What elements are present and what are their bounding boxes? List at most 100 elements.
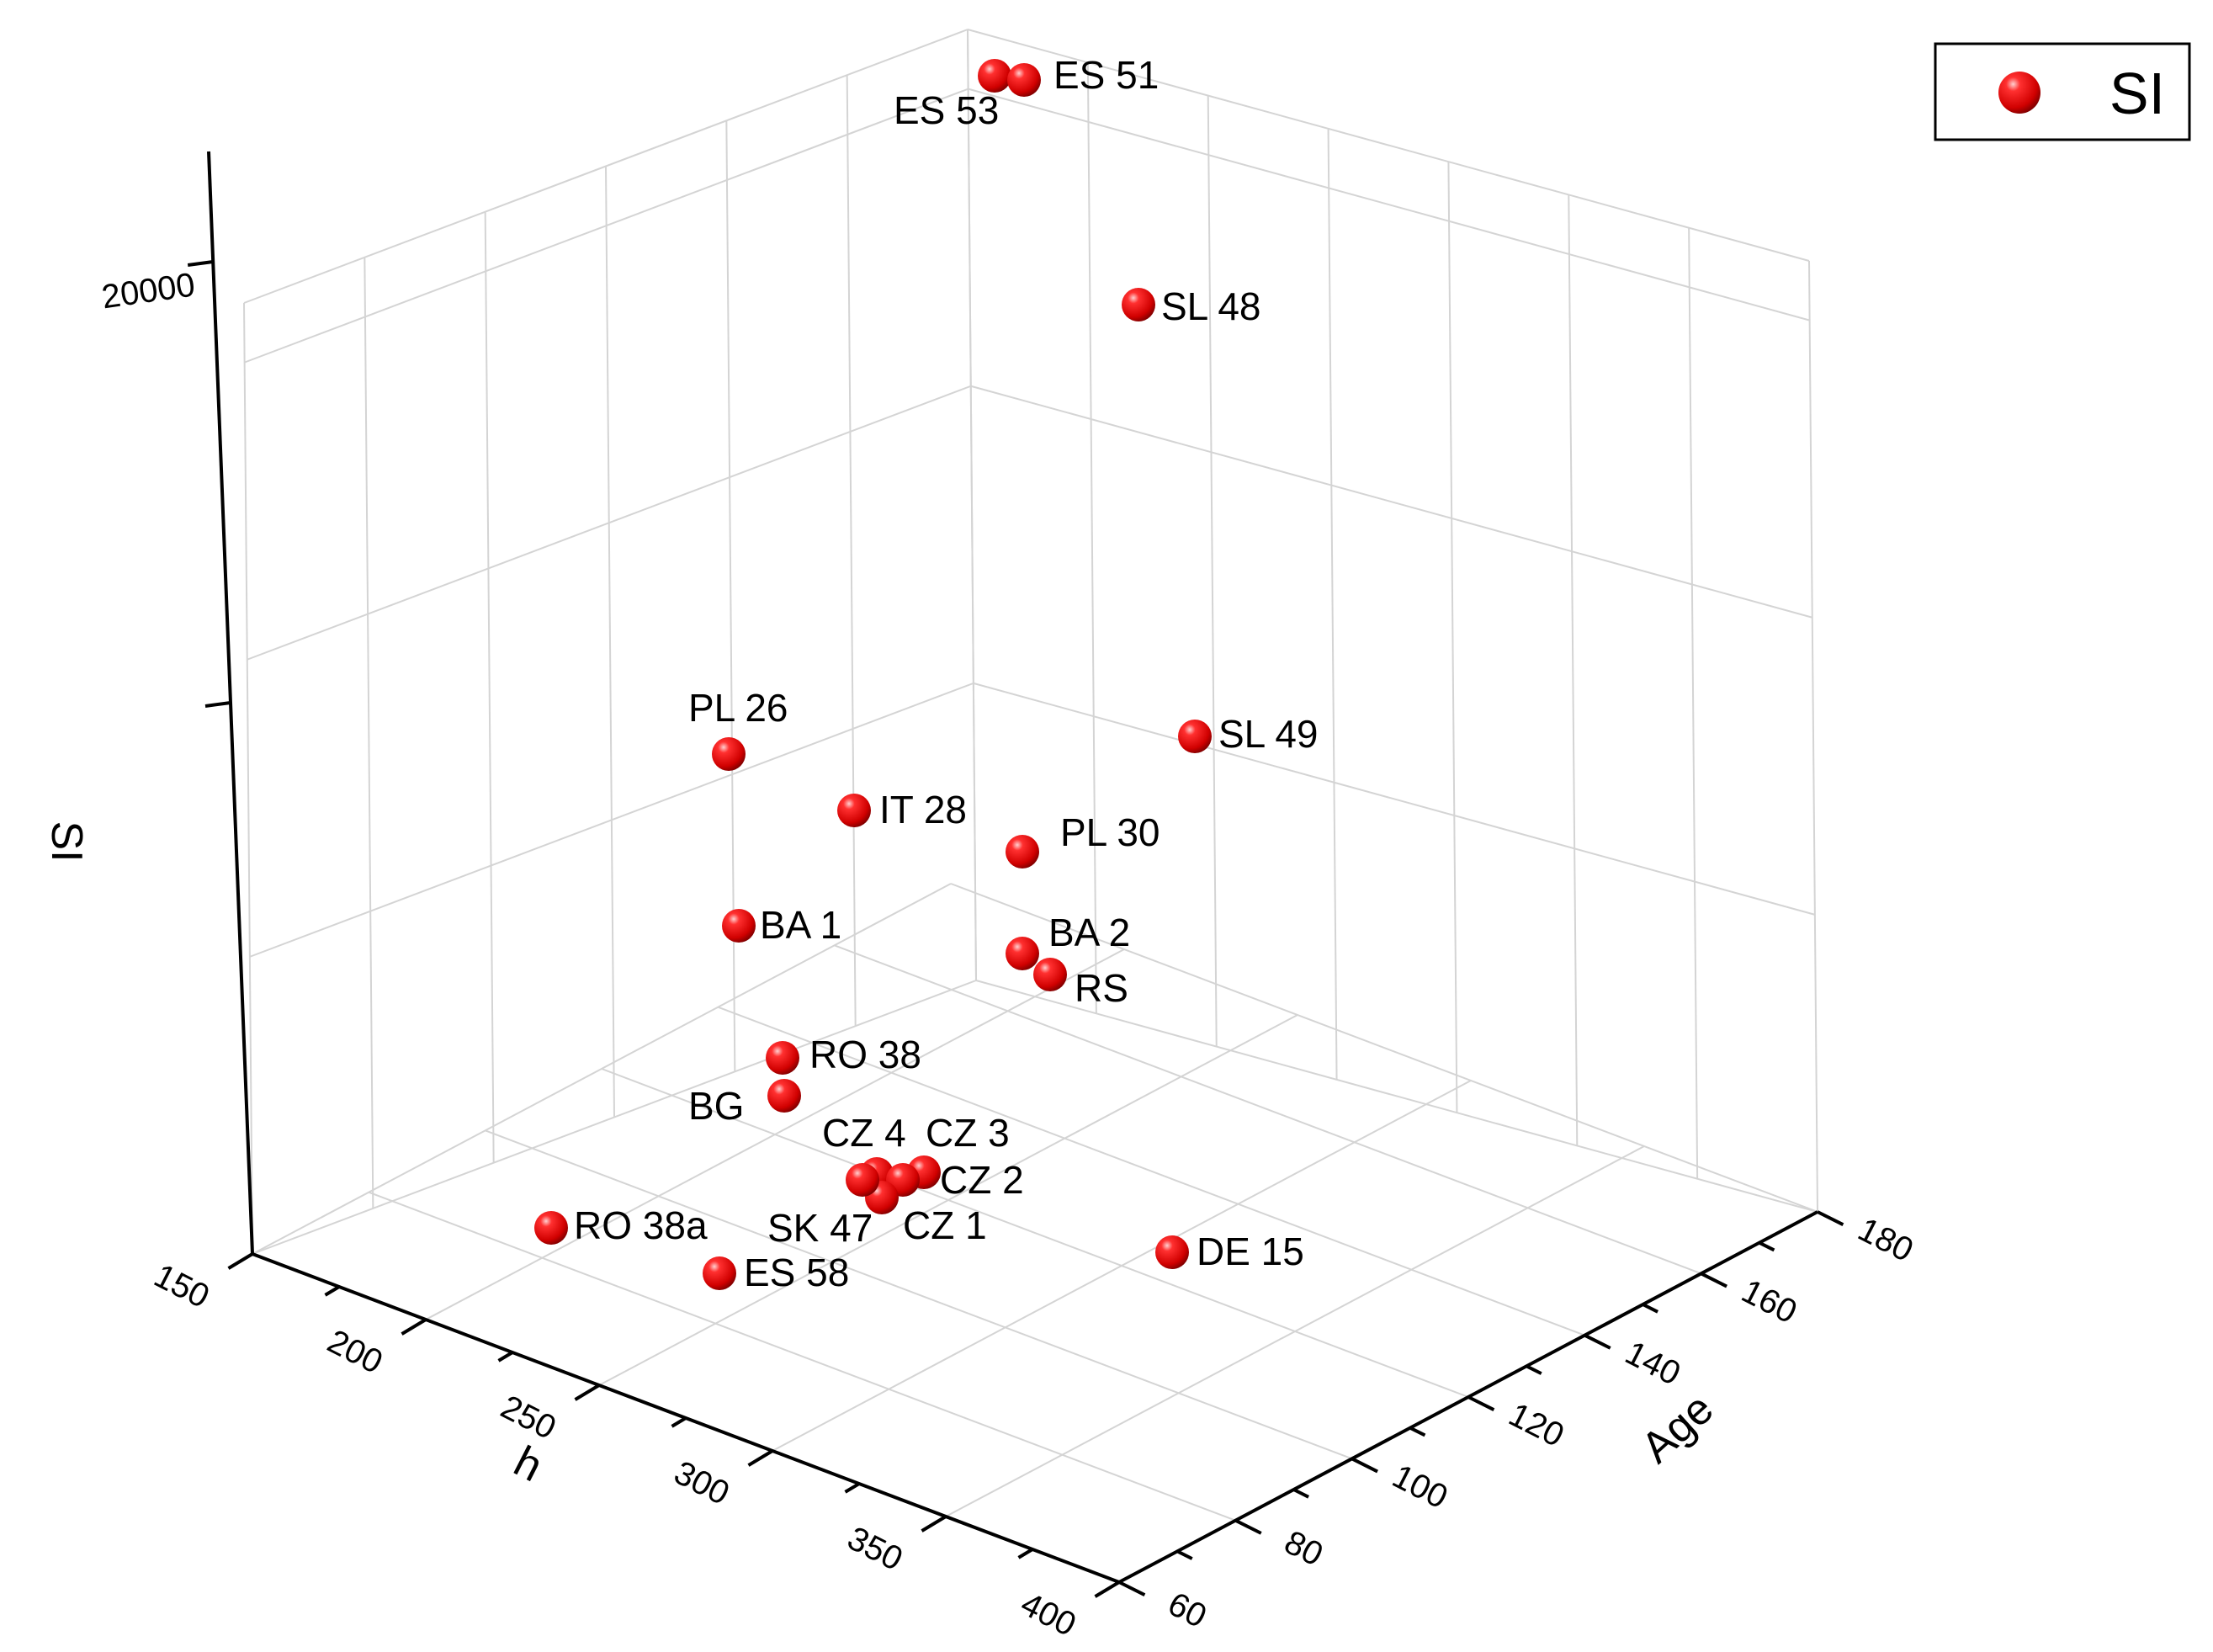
grid-line (243, 29, 969, 304)
grid-line (1568, 194, 1579, 1146)
x-tick (844, 1482, 861, 1494)
point-label: PL 30 (1060, 810, 1160, 854)
y-tick-label: 140 (1620, 1334, 1686, 1393)
data-point (767, 1079, 801, 1113)
point-label: PL 26 (688, 686, 788, 730)
legend-label: SI (2110, 61, 2165, 126)
grid-line (249, 682, 974, 958)
x-tick (1017, 1548, 1034, 1559)
grid-line (846, 75, 857, 1027)
point-label: BG (688, 1084, 744, 1128)
point-label: CZ 4 (822, 1111, 906, 1155)
y-tick (1584, 1333, 1611, 1350)
axes (207, 151, 1818, 1584)
x-axis-title: h (507, 1437, 550, 1491)
y-tick-label: 180 (1852, 1211, 1918, 1270)
point-label: SL 48 (1161, 284, 1261, 328)
legend-marker (1998, 72, 2041, 114)
y-axis-title: Age (1632, 1384, 1723, 1473)
grid-lines (243, 29, 1818, 1583)
data-point (978, 59, 1011, 93)
grid-line (834, 944, 1702, 1275)
z-tick (204, 701, 231, 708)
point-label: RS (1075, 966, 1128, 1010)
grid-line (950, 883, 1818, 1213)
data-point (766, 1041, 799, 1075)
x-tick (574, 1384, 601, 1401)
grid-line (484, 211, 495, 1163)
point-label: BA 1 (760, 903, 841, 947)
point-label: RO 38a (574, 1203, 708, 1247)
axis-ticks (187, 260, 1844, 1598)
data-point (1178, 720, 1212, 753)
data-point (534, 1211, 568, 1245)
grid-line (975, 980, 1818, 1213)
y-tick-label: 120 (1503, 1396, 1569, 1455)
y-tick (1642, 1303, 1658, 1314)
y-tick-label: 160 (1736, 1272, 1802, 1331)
y-tick-label: 60 (1162, 1586, 1213, 1635)
grid-line (970, 385, 1813, 619)
legend-box (1934, 42, 2191, 141)
point-label: ES 53 (894, 88, 999, 132)
data-point (1006, 937, 1039, 970)
point-label: CZ 2 (940, 1158, 1024, 1202)
grid-line (967, 29, 977, 981)
data-point (846, 1163, 879, 1197)
x-tick (671, 1416, 687, 1428)
y-tick (1409, 1426, 1426, 1437)
grid-line (1207, 95, 1218, 1047)
x-tick (1094, 1580, 1121, 1598)
x-tick-label: 400 (1015, 1586, 1081, 1644)
y-tick (1758, 1240, 1775, 1252)
grid-line (973, 682, 1816, 916)
point-labels: ES 53 ES 51 SL 48 SL 49 PL 26 IT 28 PL 30 BA 1 B… (574, 53, 1319, 1294)
z-tick-label: 20000 (99, 266, 197, 316)
data-point (1033, 958, 1067, 991)
x-tick (401, 1318, 427, 1336)
y-tick (1526, 1364, 1542, 1375)
data-point (703, 1256, 736, 1290)
grid-line (601, 1068, 1469, 1398)
y-tick-label: 80 (1278, 1523, 1329, 1573)
grid-line (244, 88, 969, 364)
point-label: ES 51 (1053, 53, 1159, 97)
data-point (722, 909, 756, 943)
grid-line (252, 980, 977, 1255)
grid-line (1808, 260, 1818, 1213)
grid-line (485, 1129, 1353, 1460)
point-label: RO 38 (809, 1033, 921, 1076)
grid-line (364, 257, 374, 1208)
y-tick (1817, 1210, 1844, 1226)
x-tick-label: 350 (841, 1520, 908, 1579)
x-tick (921, 1515, 947, 1532)
legend: SI (1934, 42, 2191, 141)
grid-line (243, 302, 253, 1255)
z-tick (187, 260, 214, 267)
data-points (534, 59, 1212, 1290)
data-point (1155, 1235, 1189, 1269)
data-point (1007, 63, 1041, 97)
data-point (1006, 835, 1039, 868)
point-label: SL 49 (1218, 712, 1319, 756)
point-label: BA 2 (1048, 911, 1130, 954)
y-tick (1467, 1395, 1495, 1411)
y-tick (1351, 1457, 1378, 1474)
grid-line (968, 88, 1810, 321)
grid-line (1688, 227, 1699, 1179)
grid-line (247, 385, 972, 661)
x-tick (227, 1252, 254, 1270)
x-tick-label: 300 (668, 1454, 735, 1513)
data-point (837, 794, 871, 827)
data-point (712, 737, 746, 771)
grid-line (1447, 162, 1458, 1113)
x-tick-label: 200 (321, 1323, 388, 1382)
point-label: SK 47 (767, 1206, 873, 1250)
point-label: DE 15 (1197, 1230, 1304, 1273)
grid-line (368, 1191, 1236, 1522)
y-tick-label: 100 (1387, 1458, 1453, 1517)
y-tick (1118, 1580, 1146, 1596)
point-label: ES 58 (744, 1251, 849, 1294)
point-label: CZ 1 (903, 1203, 987, 1247)
